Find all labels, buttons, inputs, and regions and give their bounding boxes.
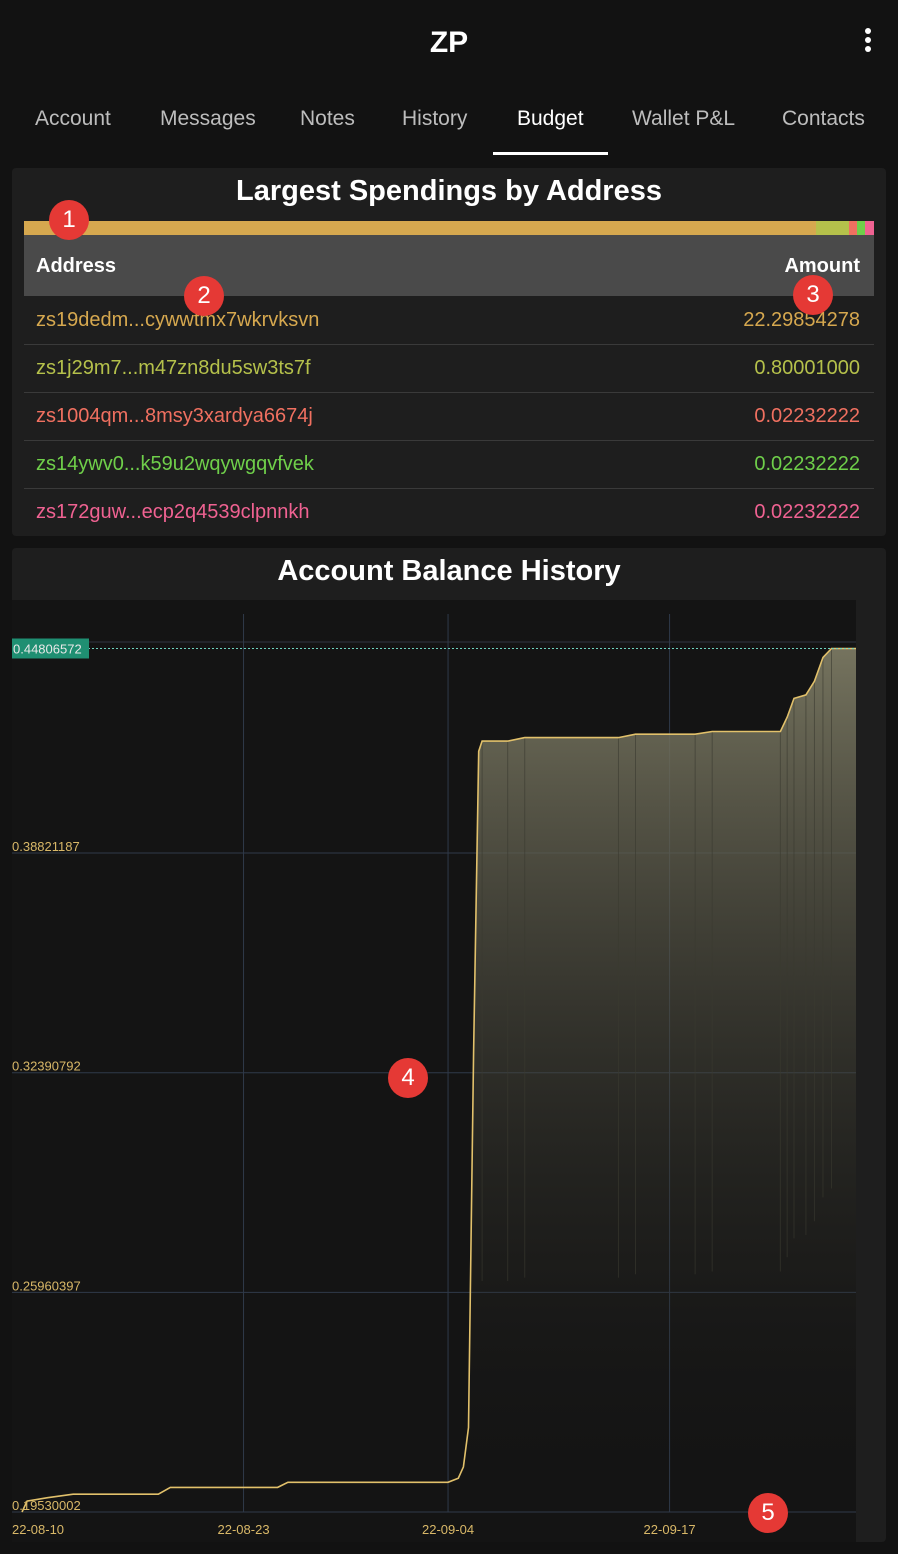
active-tab-indicator (493, 152, 608, 155)
tab-notes[interactable]: Notes (300, 107, 355, 130)
x-tick-label: 22-09-04 (422, 1522, 474, 1537)
annotation-badge-4: 4 (388, 1058, 428, 1098)
last-value-label: 0.44806572 (13, 641, 82, 656)
last-value-tag (12, 638, 89, 659)
spendings-table-header: Address Amount (24, 235, 874, 296)
row-address: zs14ywv0...k59u2wqywgqvfvek (36, 453, 314, 475)
row-amount: 0.02232222 (754, 453, 860, 475)
row-amount: 0.80001000 (754, 357, 860, 379)
balance-chart-svg[interactable]: 0.44806572 0.19530002 0.25960397 0.3239079… (12, 600, 856, 1542)
row-amount: 0.02232222 (754, 501, 860, 523)
row-address: zs172guw...ecp2q4539clpnnkh (36, 501, 310, 523)
balance-line (21, 647, 856, 1513)
more-vert-icon[interactable] (858, 28, 878, 58)
balance-area (22, 648, 856, 1512)
row-address: zs1j29m7...m47zn8du5sw3ts7f (36, 357, 311, 379)
table-row[interactable]: zs1j29m7...m47zn8du5sw3ts7f 0.80001000 (24, 345, 874, 393)
share-segment-1 (24, 221, 816, 235)
share-segment-2 (816, 221, 849, 235)
y-tick-label: 0.25960397 (12, 1278, 81, 1293)
tab-account[interactable]: Account (35, 107, 111, 130)
tab-history[interactable]: History (402, 107, 468, 130)
tab-budget[interactable]: Budget (517, 107, 584, 130)
y-tick-label: 0.19530002 (12, 1498, 81, 1513)
y-tick-label: 0.38821187 (12, 839, 80, 854)
table-row[interactable]: zs19dedm...cywwtmx7wkrvksvn 22.29854278 (24, 297, 874, 345)
row-address: zs1004qm...8msy3xardya6674j (36, 405, 313, 427)
share-segment-4 (857, 221, 865, 235)
annotation-badge-5: 5 (748, 1493, 788, 1533)
header-amount[interactable]: Amount (784, 255, 860, 277)
balance-chart[interactable]: 0.44806572 0.19530002 0.25960397 0.3239079… (12, 600, 856, 1542)
balance-title: Account Balance History (277, 555, 621, 587)
tab-bar: Account Messages Notes History Budget Wa… (0, 88, 898, 156)
annotation-badge-1: 1 (49, 200, 89, 240)
table-row[interactable]: zs172guw...ecp2q4539clpnnkh 0.02232222 (24, 489, 874, 537)
tab-contacts[interactable]: Contacts (782, 107, 865, 130)
app-bar: ZP (0, 0, 898, 88)
app-title: ZP (429, 26, 469, 59)
tab-messages[interactable]: Messages (160, 107, 256, 130)
x-tick-label: 22-09-17 (644, 1522, 696, 1537)
table-row[interactable]: zs1004qm...8msy3xardya6674j 0.02232222 (24, 393, 874, 441)
annotation-badge-2: 2 (184, 276, 224, 316)
y-tick-label: 0.32390792 (12, 1059, 81, 1074)
table-row[interactable]: zs14ywv0...k59u2wqywgqvfvek 0.02232222 (24, 441, 874, 489)
row-address: zs19dedm...cywwtmx7wkrvksvn (36, 309, 320, 331)
spendings-title: Largest Spendings by Address (236, 175, 662, 207)
spendings-share-bar (24, 221, 874, 235)
header-address[interactable]: Address (36, 255, 117, 277)
annotation-badge-3: 3 (793, 275, 833, 315)
x-tick-label: 22-08-10 (12, 1522, 64, 1537)
row-amount: 0.02232222 (754, 405, 860, 427)
share-segment-5 (865, 221, 874, 235)
share-segment-3 (849, 221, 857, 235)
x-tick-label: 22-08-23 (218, 1522, 270, 1537)
row-amount: 22.29854278 (743, 309, 860, 331)
tab-wallet-pl[interactable]: Wallet P&L (632, 107, 736, 130)
